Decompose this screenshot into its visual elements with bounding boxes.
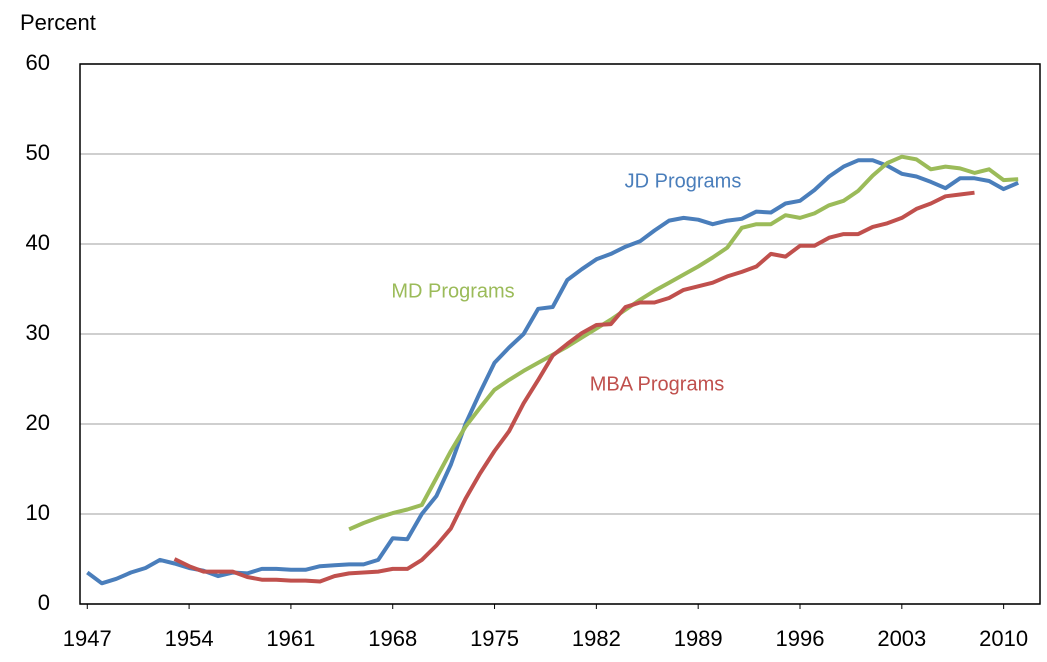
y-axis-label: Percent bbox=[20, 10, 96, 35]
x-tick-label: 1961 bbox=[266, 626, 315, 651]
y-tick-label: 20 bbox=[26, 410, 50, 435]
x-tick-label: 1954 bbox=[165, 626, 214, 651]
x-tick-label: 1982 bbox=[572, 626, 621, 651]
series-label: MBA Programs bbox=[590, 373, 724, 395]
x-tick-label: 1968 bbox=[368, 626, 417, 651]
y-tick-label: 50 bbox=[26, 140, 50, 165]
x-tick-label: 1975 bbox=[470, 626, 519, 651]
y-tick-label: 0 bbox=[38, 590, 50, 615]
x-tick-label: 2003 bbox=[877, 626, 926, 651]
series-line bbox=[348, 154, 1019, 532]
x-tick-label: 1996 bbox=[776, 626, 825, 651]
series-label: MD Programs bbox=[391, 280, 514, 302]
x-tick-label: 1989 bbox=[674, 626, 723, 651]
y-tick-label: 10 bbox=[26, 500, 50, 525]
x-tick-label: 1947 bbox=[63, 626, 112, 651]
series-label: JD Programs bbox=[625, 170, 742, 192]
plot-frame bbox=[79, 63, 1041, 605]
y-tick-label: 40 bbox=[26, 230, 50, 255]
x-tick-label: 2010 bbox=[979, 626, 1028, 651]
y-tick-label: 30 bbox=[26, 320, 50, 345]
y-tick-label: 60 bbox=[26, 50, 50, 75]
series-line bbox=[173, 190, 975, 584]
